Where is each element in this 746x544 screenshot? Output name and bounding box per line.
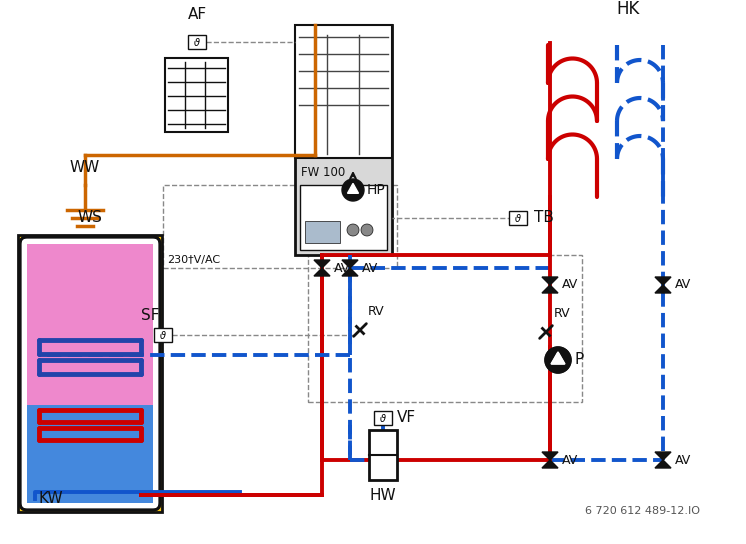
Bar bbox=[27, 244, 153, 405]
Text: AV: AV bbox=[334, 262, 351, 275]
Polygon shape bbox=[542, 277, 558, 285]
Circle shape bbox=[545, 347, 571, 373]
Text: VF: VF bbox=[397, 411, 416, 425]
Polygon shape bbox=[314, 260, 330, 268]
Bar bbox=[165, 58, 228, 132]
Polygon shape bbox=[655, 452, 671, 460]
Text: HK: HK bbox=[616, 0, 639, 18]
Text: 230†V/AC: 230†V/AC bbox=[167, 255, 220, 265]
Text: AV: AV bbox=[675, 454, 692, 467]
Text: HW: HW bbox=[370, 488, 396, 503]
Polygon shape bbox=[314, 268, 330, 276]
Text: AV: AV bbox=[562, 454, 578, 467]
Bar bbox=[163, 185, 397, 268]
Text: AV: AV bbox=[362, 262, 378, 275]
Bar bbox=[374, 411, 392, 425]
Bar bbox=[188, 35, 206, 49]
Bar bbox=[300, 185, 387, 250]
Text: $\vartheta$: $\vartheta$ bbox=[159, 329, 167, 341]
Text: WS: WS bbox=[78, 210, 102, 225]
Circle shape bbox=[347, 224, 359, 236]
Text: $\vartheta$: $\vartheta$ bbox=[193, 36, 201, 48]
Polygon shape bbox=[655, 277, 671, 285]
Polygon shape bbox=[542, 460, 558, 468]
Text: $\vartheta$: $\vartheta$ bbox=[514, 212, 522, 224]
FancyBboxPatch shape bbox=[20, 237, 160, 510]
Text: FW 100: FW 100 bbox=[301, 166, 345, 179]
Polygon shape bbox=[542, 452, 558, 460]
Polygon shape bbox=[342, 268, 358, 276]
Text: AV: AV bbox=[562, 279, 578, 292]
Polygon shape bbox=[542, 285, 558, 293]
Text: $\vartheta$: $\vartheta$ bbox=[379, 412, 387, 424]
Bar bbox=[295, 25, 392, 158]
Circle shape bbox=[342, 179, 364, 201]
Text: SF: SF bbox=[140, 308, 159, 323]
Text: RV: RV bbox=[368, 305, 385, 318]
Polygon shape bbox=[655, 285, 671, 293]
Circle shape bbox=[545, 347, 571, 373]
Text: P: P bbox=[574, 353, 583, 368]
Bar bbox=[18, 235, 162, 512]
Text: 6 720 612 489-12.IO: 6 720 612 489-12.IO bbox=[585, 506, 700, 516]
Text: AV: AV bbox=[675, 279, 692, 292]
Polygon shape bbox=[348, 183, 359, 193]
Polygon shape bbox=[551, 352, 565, 364]
Circle shape bbox=[361, 224, 373, 236]
Text: KW: KW bbox=[38, 491, 63, 506]
Text: AF: AF bbox=[187, 7, 207, 22]
Text: HP: HP bbox=[367, 183, 386, 197]
Bar bbox=[369, 430, 397, 480]
Bar bbox=[27, 405, 153, 503]
Text: RV: RV bbox=[554, 307, 571, 320]
Bar bbox=[305, 221, 340, 243]
Polygon shape bbox=[342, 260, 358, 268]
Bar bbox=[295, 25, 392, 255]
Polygon shape bbox=[655, 460, 671, 468]
Text: TB: TB bbox=[534, 211, 554, 226]
Bar bbox=[154, 328, 172, 342]
Bar bbox=[509, 211, 527, 225]
Polygon shape bbox=[551, 352, 565, 364]
Bar bbox=[308, 255, 582, 402]
Text: WW: WW bbox=[70, 160, 100, 175]
